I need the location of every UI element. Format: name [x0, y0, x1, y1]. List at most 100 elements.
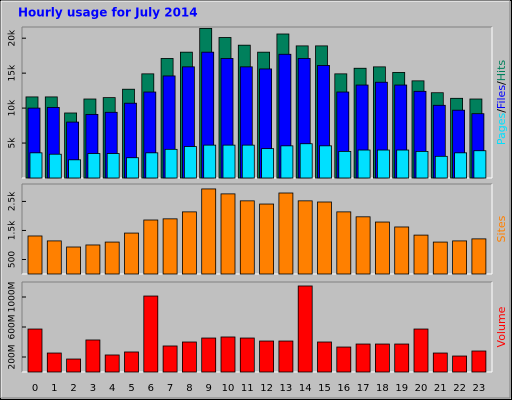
- legend: Sites: [495, 215, 508, 242]
- bar: [396, 149, 410, 179]
- bar: [220, 336, 236, 373]
- bar: [85, 244, 101, 275]
- y-tick-label: 500: [8, 251, 18, 268]
- legend-separator: /: [495, 109, 508, 113]
- bar: [203, 144, 217, 179]
- bar: [338, 151, 352, 179]
- legend-entry: Sites: [495, 215, 508, 242]
- bar: [181, 211, 197, 275]
- bar: [27, 328, 43, 373]
- bar: [239, 200, 255, 275]
- bar: [297, 285, 313, 373]
- bar: [357, 149, 371, 179]
- y-tick-label: 20k: [8, 29, 18, 46]
- bar: [452, 240, 468, 275]
- bar: [124, 351, 139, 373]
- bar: [317, 341, 332, 373]
- bar: [145, 152, 159, 179]
- bar: [376, 149, 390, 179]
- x-tick-label: 4: [109, 383, 115, 394]
- bar: [85, 339, 101, 373]
- y-tick-label: 2.5k: [8, 191, 18, 211]
- x-tick-label: 7: [167, 383, 173, 394]
- bar: [432, 241, 448, 275]
- bar: [454, 152, 468, 179]
- bar: [143, 219, 159, 275]
- x-tick-label: 14: [299, 383, 312, 394]
- bar: [48, 153, 62, 179]
- y-tick-label: 15k: [8, 64, 18, 81]
- bar: [222, 144, 236, 179]
- bar: [29, 152, 43, 179]
- x-tick-label: 10: [222, 383, 235, 394]
- y-tick-label: 1000M: [8, 282, 18, 313]
- bar: [124, 232, 139, 275]
- legend-separator: /: [495, 81, 508, 85]
- x-tick-label: 1: [51, 383, 57, 394]
- y-tick-label: 5k: [8, 137, 18, 149]
- bar: [126, 157, 139, 179]
- bar: [183, 146, 197, 179]
- bar: [413, 234, 429, 275]
- bar: [162, 345, 178, 373]
- bar: [355, 343, 371, 373]
- bar: [201, 337, 217, 373]
- bar: [336, 346, 352, 373]
- x-tick-label: 9: [206, 383, 212, 394]
- y-tick-label: 1.5k: [8, 220, 18, 240]
- legend: Volume: [495, 306, 508, 347]
- bar: [259, 203, 275, 275]
- bar: [471, 350, 487, 373]
- bar: [241, 144, 255, 179]
- bar: [317, 201, 332, 275]
- bar: [46, 352, 62, 373]
- y-tick-label: 600M: [8, 315, 18, 340]
- x-tick-label: 0: [32, 383, 38, 394]
- x-tick-label: 15: [318, 383, 331, 394]
- x-tick-label: 6: [148, 383, 154, 394]
- bar: [46, 240, 62, 275]
- x-tick-label: 3: [90, 383, 96, 394]
- x-tick-label: 12: [260, 383, 273, 394]
- bar: [87, 153, 101, 179]
- x-tick-label: 18: [376, 383, 389, 394]
- bar: [143, 295, 159, 373]
- legend-entry: Pages: [495, 113, 508, 146]
- bar: [201, 188, 217, 275]
- x-tick-label: 16: [337, 383, 350, 394]
- x-tick-label: 23: [473, 383, 486, 394]
- bar: [259, 340, 275, 373]
- x-tick-label: 8: [186, 383, 192, 394]
- bar: [66, 358, 81, 373]
- x-tick-label: 21: [434, 383, 447, 394]
- bar: [162, 218, 178, 275]
- chart-title: Hourly usage for July 2014: [18, 6, 198, 20]
- y-tick-label: 200M: [8, 345, 18, 370]
- bar: [104, 241, 120, 275]
- bar: [164, 148, 178, 179]
- bar: [319, 145, 332, 179]
- bar: [413, 328, 429, 373]
- bar: [106, 153, 120, 179]
- y-tick-label: 10k: [8, 99, 18, 116]
- bar: [68, 159, 81, 179]
- legend-entry: Volume: [495, 306, 508, 347]
- legend-entry: Files: [495, 85, 508, 109]
- bar: [434, 155, 448, 179]
- x-tick-label: 19: [395, 383, 408, 394]
- bar: [278, 340, 294, 373]
- bar: [394, 226, 410, 275]
- bar: [394, 343, 410, 373]
- bar: [66, 246, 81, 275]
- x-tick-label: 22: [453, 383, 466, 394]
- bar: [280, 145, 294, 179]
- x-tick-label: 11: [241, 383, 254, 394]
- bar: [104, 354, 120, 373]
- bar: [471, 238, 487, 275]
- bar: [374, 221, 390, 275]
- bar: [278, 192, 294, 275]
- bar: [297, 200, 313, 275]
- bar: [355, 216, 371, 275]
- bar: [432, 352, 448, 373]
